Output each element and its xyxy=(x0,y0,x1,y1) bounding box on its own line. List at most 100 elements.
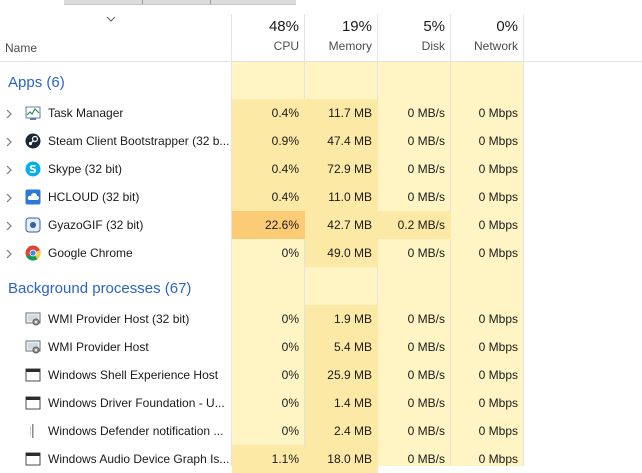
network-label: Network xyxy=(473,39,518,53)
cpu-cell: 0% xyxy=(281,312,299,326)
memory-cell: 42.7 MB xyxy=(305,211,378,239)
network-cell: 0 Mbps xyxy=(478,162,518,176)
disk-cell: 0 MB/s xyxy=(407,134,445,148)
tab-bar-edge xyxy=(64,0,296,5)
memory-cell: 1.4 MB xyxy=(305,389,378,417)
network-percent: 0% xyxy=(496,18,518,35)
cpu-cell: 0.4% xyxy=(232,99,305,127)
memory-label: Memory xyxy=(328,39,372,53)
disk-cell: 0 MB/s xyxy=(407,106,445,120)
hcloud-icon xyxy=(25,189,41,205)
disk-cell: 0 MB/s xyxy=(407,452,445,466)
network-column-bg xyxy=(451,62,524,466)
disk-cell: 0 MB/s xyxy=(407,396,445,410)
column-header-disk[interactable]: 5% Disk xyxy=(378,18,451,61)
network-cell: 0 Mbps xyxy=(478,452,518,466)
cpu-cell: 0% xyxy=(281,424,299,438)
column-divider xyxy=(523,14,524,466)
network-cell: 0 Mbps xyxy=(478,424,518,438)
network-cell: 0 Mbps xyxy=(478,312,518,326)
column-header-name[interactable]: Name xyxy=(5,41,38,55)
disk-cell: 0 MB/s xyxy=(407,424,445,438)
network-cell: 0 Mbps xyxy=(478,368,518,382)
column-header-memory[interactable]: 19% Memory xyxy=(305,18,378,61)
process-name: HCLOUD (32 bit) xyxy=(48,190,140,204)
network-cell: 0 Mbps xyxy=(478,396,518,410)
chevron-right-icon[interactable] xyxy=(5,247,13,259)
memory-cell: 72.9 MB xyxy=(305,155,378,183)
network-cell: 0 Mbps xyxy=(478,218,518,232)
column-header: Name 48% CPU 19% Memory 5% Disk 0% Netwo… xyxy=(0,5,642,62)
process-row[interactable]: Windows Shell Experience Host 0% 25.9 MB 0 … xyxy=(0,361,524,389)
disk-label: Disk xyxy=(421,39,445,53)
chevron-right-icon[interactable] xyxy=(5,191,13,203)
tab-strip xyxy=(0,0,642,5)
process-row[interactable]: Steam Client Bootstrapper (32 b... 0.9% 47… xyxy=(0,127,524,155)
cpu-percent: 48% xyxy=(268,18,299,35)
process-name: Windows Defender notification ... xyxy=(48,424,224,438)
disk-cell: 0 MB/s xyxy=(407,162,445,176)
process-name: WMI Provider Host xyxy=(48,340,149,354)
steam-icon xyxy=(25,133,41,149)
cpu-cell: 0.4% xyxy=(232,155,305,183)
network-cell: 0 Mbps xyxy=(478,106,518,120)
column-header-network[interactable]: 0% Network xyxy=(451,18,524,61)
disk-cell: 0 MB/s xyxy=(407,190,445,204)
memory-cell: 1.9 MB xyxy=(305,305,378,333)
network-cell: 0 Mbps xyxy=(478,134,518,148)
disk-cell: 0 MB/s xyxy=(407,312,445,326)
cpu-cell: 0.4% xyxy=(232,183,305,211)
disk-cell: 0 MB/s xyxy=(407,340,445,354)
disk-cell: 0.2 MB/s xyxy=(378,211,451,239)
network-cell: 0 Mbps xyxy=(478,246,518,260)
process-row[interactable]: Windows Driver Foundation - U... 0% 1.4 MB… xyxy=(0,389,524,417)
disk-percent: 5% xyxy=(423,18,445,35)
gyazo-icon xyxy=(25,217,41,233)
memory-cell: 11.0 MB xyxy=(305,183,378,211)
process-row[interactable]: HCLOUD (32 bit) 0.4% 11.0 MB 0 MB/s 0 Mbps xyxy=(0,183,524,211)
process-row[interactable]: GyazoGIF (32 bit) 22.6% 42.7 MB 0.2 MB/s 0 M… xyxy=(0,211,524,239)
column-header-cpu[interactable]: 48% CPU xyxy=(232,18,305,61)
process-name: Google Chrome xyxy=(48,246,133,260)
cpu-label: CPU xyxy=(273,39,299,53)
process-row[interactable]: Google Chrome 0% 49.0 MB 0 MB/s 0 Mbps xyxy=(0,239,524,267)
network-cell: 0 Mbps xyxy=(478,190,518,204)
column-divider xyxy=(450,14,451,466)
memory-cell: 49.0 MB xyxy=(305,239,378,267)
cpu-cell: 0% xyxy=(281,246,299,260)
chevron-down-icon[interactable] xyxy=(106,15,116,23)
process-row[interactable]: Windows Defender notification ... 0% 2.4 M… xyxy=(0,417,524,445)
chevron-right-icon[interactable] xyxy=(5,163,13,175)
process-row[interactable]: Task Manager 0.4% 11.7 MB 0 MB/s 0 Mbps xyxy=(0,99,524,127)
column-divider xyxy=(304,14,305,466)
chevron-right-icon[interactable] xyxy=(5,107,13,119)
chevron-right-icon[interactable] xyxy=(5,219,13,231)
tab-divider xyxy=(210,0,211,4)
skype-icon: S xyxy=(25,161,41,177)
process-row[interactable]: WMI Provider Host 0% 5.4 MB 0 MB/s 0 Mbps xyxy=(0,333,524,361)
chrome-icon xyxy=(25,245,41,261)
process-name: GyazoGIF (32 bit) xyxy=(48,218,144,232)
cpu-cell: 0% xyxy=(281,340,299,354)
group-title-apps[interactable]: Apps (6) xyxy=(8,74,65,91)
cpu-cell: 0% xyxy=(281,396,299,410)
task-manager-icon xyxy=(25,105,41,121)
network-cell: 0 Mbps xyxy=(478,340,518,354)
process-name: Windows Driver Foundation - U... xyxy=(48,396,225,410)
window-icon xyxy=(25,367,41,383)
chevron-right-icon[interactable] xyxy=(5,135,13,147)
cpu-cell: 0% xyxy=(281,368,299,382)
wmi-icon xyxy=(25,311,41,327)
process-name: WMI Provider Host (32 bit) xyxy=(48,312,190,326)
process-row[interactable]: S Skype (32 bit) 0.4% 72.9 MB 0 MB/s 0 Mbps xyxy=(0,155,524,183)
memory-cell: 2.4 MB xyxy=(305,417,378,445)
process-row[interactable]: WMI Provider Host (32 bit) 0% 1.9 MB 0 MB/s… xyxy=(0,305,524,333)
process-row[interactable]: Windows Audio Device Graph Is... 1.1% 18.0… xyxy=(0,445,524,473)
memory-cell: 11.7 MB xyxy=(305,99,378,127)
disk-cell: 0 MB/s xyxy=(407,246,445,260)
group-title-background[interactable]: Background processes (67) xyxy=(8,280,192,297)
memory-cell: 47.4 MB xyxy=(305,127,378,155)
process-name: Steam Client Bootstrapper (32 b... xyxy=(48,134,230,148)
window-icon xyxy=(25,395,41,411)
memory-cell: 5.4 MB xyxy=(305,333,378,361)
